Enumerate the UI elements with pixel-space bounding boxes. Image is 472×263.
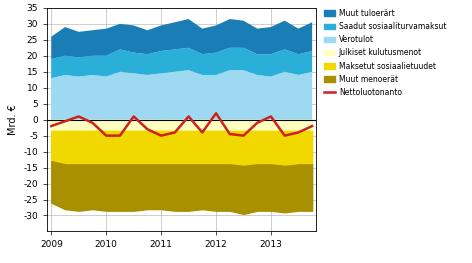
- Legend: Muut tuloerärt, Saadut sosiaaliturvamaksut, Verotulot, Julkiset kulutusmenot, Ma: Muut tuloerärt, Saadut sosiaaliturvamaks…: [323, 7, 448, 99]
- Y-axis label: Mrd. €: Mrd. €: [8, 104, 18, 135]
